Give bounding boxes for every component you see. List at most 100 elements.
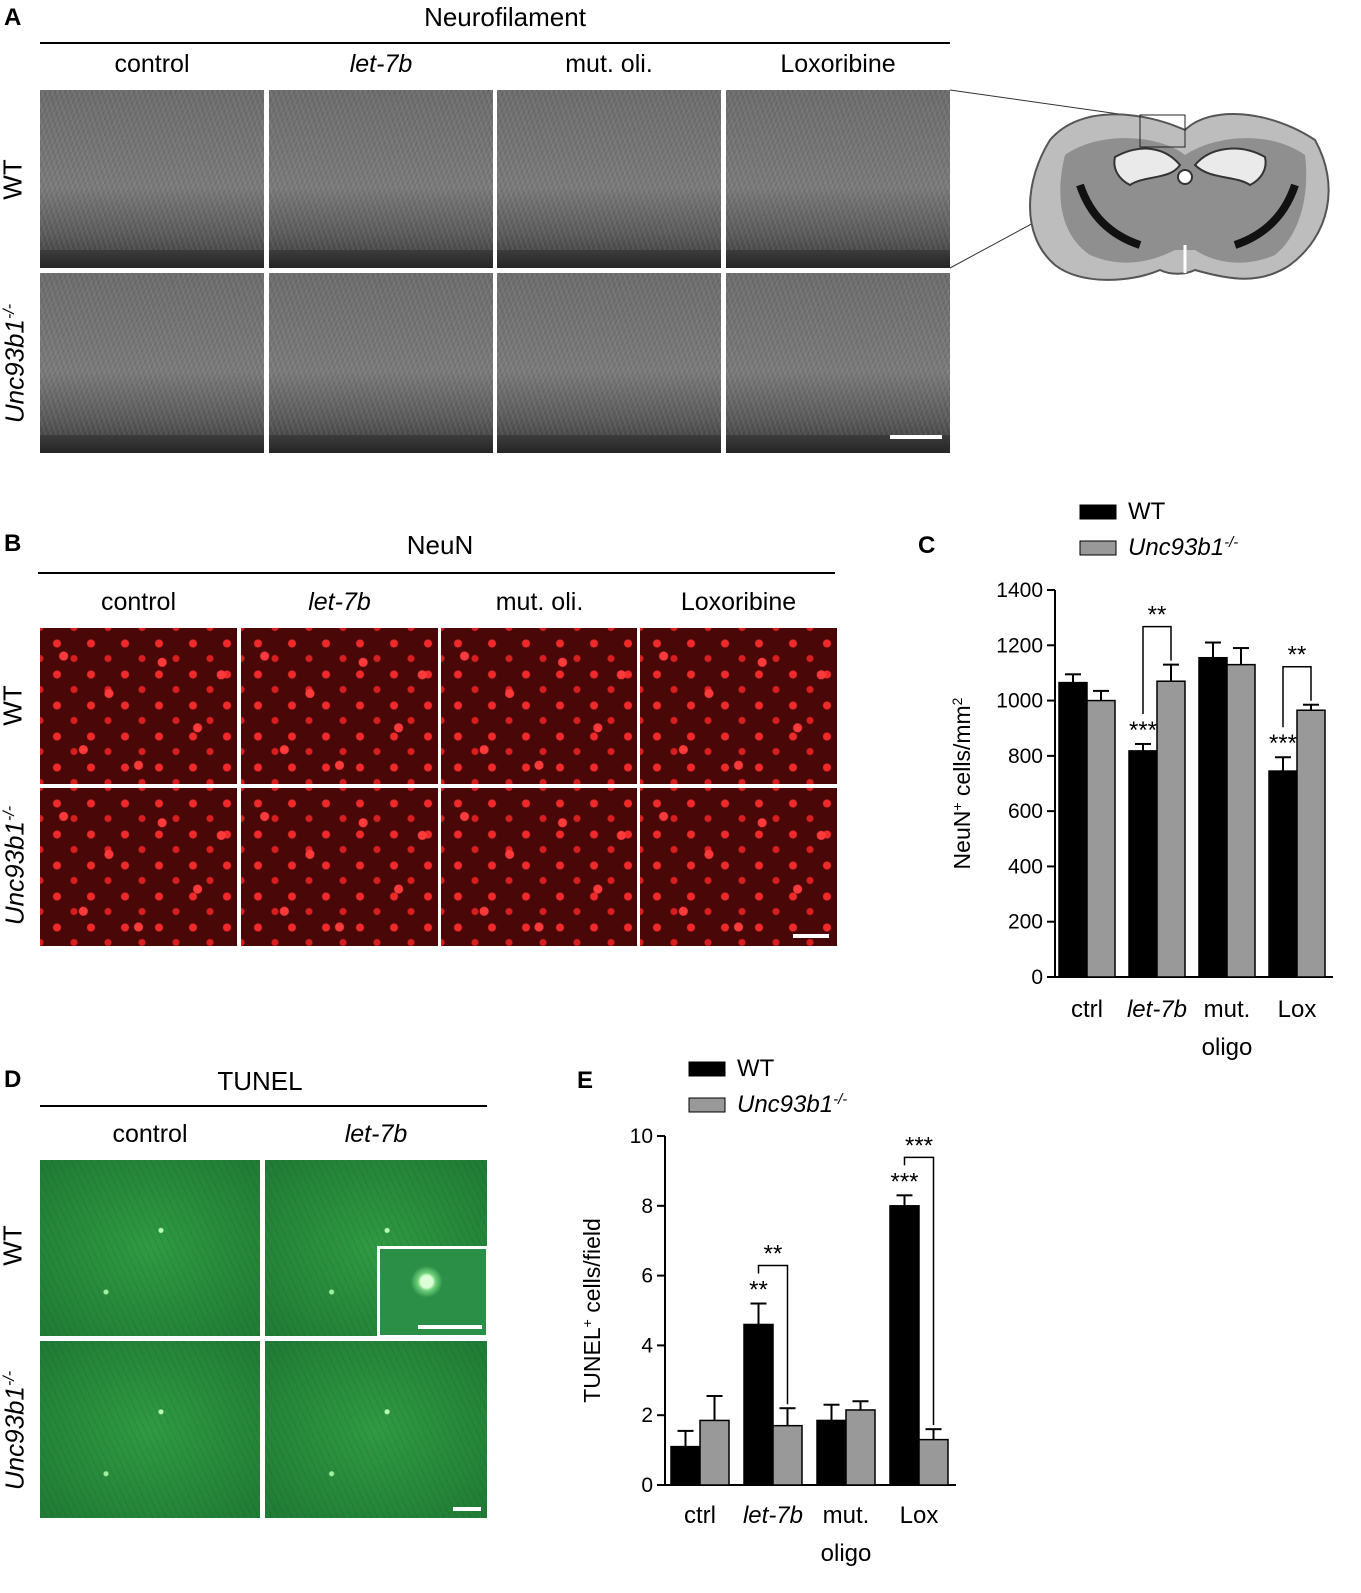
panel-d-col-let7b: let-7b: [344, 1120, 408, 1148]
chart-C-bracket: [1142, 625, 1172, 714]
panel-b-col-mutoli: mut. oli.: [495, 588, 584, 616]
panel-b-col-loxoribine: Loxoribine: [680, 588, 797, 616]
chart-E-category-label: Lox: [900, 1502, 939, 1529]
panel-a-row-unc: Unc93b1-/-: [0, 274, 31, 454]
bar-unc-1: [772, 1424, 803, 1486]
chart-c: C WT Unc93b1-/- 0 200 400 600 800 1000 1200 1400 Ne…: [918, 498, 1333, 1061]
bar-wt-2: [816, 1419, 847, 1486]
panel-a-col-mutoli: mut. oli.: [565, 50, 653, 78]
chart-C-significance-stars: ***: [1129, 717, 1157, 744]
chart-E-significance-stars: ***: [890, 1168, 918, 1195]
panel-b-row-unc: Unc93b1-/-: [0, 776, 31, 956]
nf-unc-mutoli: [497, 273, 721, 453]
panel-b-row-unc-sup: -/-: [0, 805, 18, 822]
chart-E-panel-label: E: [577, 1067, 593, 1094]
chart-E-significance-stars: **: [749, 1277, 768, 1304]
chart-C-ytick-label: 800: [1008, 745, 1043, 768]
chart-E-ytick-label: 6: [641, 1265, 653, 1288]
nf-wt-control: [40, 90, 264, 268]
neun-wt-loxoribine: [640, 628, 837, 784]
chart-E-bracket: [903, 1156, 935, 1426]
chart-C-significance-stars: ***: [1269, 730, 1297, 757]
chart-C-ytick-label: 600: [1008, 800, 1043, 823]
zoom-box: [1139, 114, 1186, 148]
chart-E-category-label-line2: oligo: [821, 1540, 872, 1567]
chart-E-ytick-label: 2: [641, 1404, 653, 1427]
brain-section-illustration: [949, 89, 1330, 281]
panel-a-scale-bar: [890, 435, 942, 439]
bar-unc-0: [699, 1419, 730, 1486]
panel-d-rule: [40, 1105, 487, 1107]
legend-swatch-wt: [688, 1061, 726, 1077]
nf-wt-mutoli: [497, 90, 721, 268]
chart-E-bracket-stars: ***: [905, 1132, 933, 1159]
bar-unc-2: [1226, 663, 1256, 978]
brain-inner: [1060, 138, 1307, 263]
panel-a-row-unc-text: Unc93b1: [0, 319, 30, 424]
bar-unc-1: [1156, 680, 1186, 978]
chart-C-category-label: ctrl: [1071, 996, 1103, 1023]
chart-E-bracket-stars: **: [764, 1241, 783, 1268]
panel-d-col-control: control: [112, 1120, 188, 1148]
panel-d-row-unc-text: Unc93b1: [0, 1386, 30, 1491]
chart-C-ytick-label: 200: [1008, 911, 1043, 934]
chart-C-category-label: mut.: [1204, 996, 1251, 1023]
white-matter-left: [1076, 183, 1142, 249]
panel-a-col-control: control: [114, 50, 190, 78]
chart-C-ytick-label: 1000: [996, 690, 1043, 713]
zoom-line-top: [949, 89, 1141, 118]
white-matter-right: [1233, 183, 1299, 249]
panel-a-rule: [40, 42, 950, 44]
chart-C-category-label-line2: oligo: [1202, 1034, 1253, 1061]
panel-d-title: TUNEL: [217, 1066, 303, 1096]
bar-unc-3: [918, 1438, 949, 1486]
neun-wt-mutoli: [441, 628, 637, 784]
panel-a-row-unc-sup: -/-: [0, 303, 18, 320]
nf-unc-let7b: [269, 273, 493, 453]
panel-d-scale-bar: [453, 1507, 481, 1511]
panel-b-rule: [38, 572, 835, 574]
panel-b-title: NeuN: [406, 530, 474, 560]
tunel-unc-let7b: [265, 1341, 487, 1518]
legend-swatch-unc: [1079, 540, 1117, 556]
panel-b-col-control: control: [100, 588, 177, 616]
bar-wt-0: [670, 1445, 701, 1486]
chart-C-bracket-stars: **: [1288, 642, 1307, 669]
chart-E-ytick-label: 8: [641, 1195, 653, 1218]
tunel-inset: [377, 1246, 489, 1338]
chart-C-category-label: Lox: [1278, 996, 1317, 1023]
tunel-unc-control: [40, 1341, 260, 1518]
bar-unc-3: [1296, 709, 1326, 978]
chart-C-ylabel: NeuN+ cells/mm2: [949, 697, 975, 869]
neun-unc-let7b: [241, 788, 438, 946]
chart-E-ytick-label: 0: [641, 1474, 653, 1497]
panel-d-row-unc: Unc93b1-/-: [0, 1341, 31, 1521]
panel-b-col-let7b: let-7b: [308, 588, 371, 616]
bar-unc-0: [1086, 699, 1116, 978]
neun-unc-control: [40, 788, 237, 946]
bar-wt-2: [1198, 656, 1228, 978]
chart-C-bracket-stars: **: [1148, 602, 1167, 629]
panel-b-row-unc-text: Unc93b1: [0, 821, 30, 926]
panel-a-title: Neurofilament: [424, 2, 586, 32]
panel-d-row-wt: WT: [0, 1225, 28, 1266]
chart-C-ytick-label: 1400: [996, 579, 1043, 602]
chart-E-category-label: let-7b: [743, 1502, 803, 1529]
panel-a-col-loxoribine: Loxoribine: [780, 50, 896, 78]
neun-wt-control: [40, 628, 237, 784]
bar-wt-3: [1268, 770, 1298, 978]
bar-unc-2: [845, 1409, 876, 1486]
panel-a-label: A: [4, 4, 22, 31]
panel-b-scale-bar: [793, 934, 829, 938]
chart-C-bracket: [1282, 665, 1312, 728]
chart-E-ytick-label: 10: [630, 1125, 653, 1148]
chart-E-ytick-label: 4: [641, 1334, 653, 1357]
bar-wt-1: [743, 1323, 774, 1486]
bar-wt-3: [889, 1205, 920, 1486]
chart-e: E WT Unc93b1-/- 0 2 4 6 8 10 TUNEL+ cells/field ct…: [577, 1055, 956, 1567]
hippocampus-right: [1193, 147, 1267, 187]
bar-wt-1: [1128, 750, 1158, 978]
nf-unc-loxoribine: [726, 273, 950, 453]
panel-b-label: B: [4, 530, 22, 557]
nf-wt-let7b: [269, 90, 493, 268]
